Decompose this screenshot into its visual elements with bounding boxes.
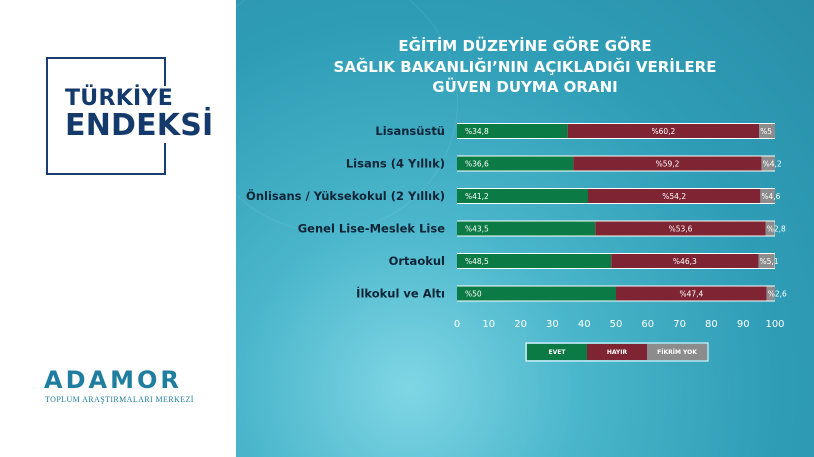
bar-segment-evet	[457, 124, 568, 138]
legend-frame	[525, 342, 709, 362]
legend-swatch	[527, 344, 587, 360]
legend-label: EVET	[549, 349, 567, 356]
adamor-logo: ADAMOR	[44, 366, 182, 394]
bar-segment-hayir	[567, 124, 760, 138]
chart-title-line: SAĞLIK BAKANLIĞI’NIN AÇIKLADIĞI VERİLERE	[333, 57, 717, 76]
data-label: %60,2	[651, 127, 675, 136]
data-label: %48,5	[465, 257, 489, 266]
data-label: %4,2	[763, 160, 782, 169]
legend-label: HAYIR	[607, 349, 628, 356]
data-label: %43,5	[465, 225, 489, 234]
brand-title-line2: ENDEKSİ	[62, 108, 217, 143]
chart-title-line: EĞİTİM DÜZEYİNE GÖRE GÖRE	[398, 37, 652, 55]
category-label: Genel Lise-Meslek Lise	[298, 222, 445, 236]
bar-segment-hayir	[616, 286, 767, 301]
category-label: Lisans (4 Yıllık)	[346, 157, 445, 171]
category-label: Ortaokul	[389, 254, 445, 268]
x-tick-label: 80	[705, 319, 718, 330]
chart-title-line: GÜVEN DUYMA ORANI	[432, 78, 618, 96]
category-label: Lisansüstü	[375, 124, 445, 138]
bar-segment-hayir	[588, 189, 761, 203]
bar-segment-evet	[457, 156, 574, 171]
data-label: %2,6	[768, 290, 787, 299]
legend-label: FİKRİM YOK	[657, 349, 697, 356]
brand-title-line1: TÜRKİYE	[62, 86, 177, 111]
data-label: %47,4	[679, 290, 703, 299]
x-tick-label: 90	[737, 319, 750, 330]
bar-segment-evet	[457, 221, 596, 236]
bar-segment-hayir	[611, 254, 759, 268]
bar-segment-hayir	[595, 221, 766, 236]
bar-segment-evet	[457, 286, 616, 301]
data-label: %2,8	[767, 225, 786, 234]
x-tick-label: 30	[546, 319, 559, 330]
category-label: Önlisans / Yüksekokul (2 Yıllık)	[246, 188, 445, 203]
x-tick-label: 70	[673, 319, 686, 330]
chart-title: EĞİTİM DÜZEYİNE GÖRE GÖRE SAĞLIK BAKANLI…	[236, 36, 814, 98]
bar-segment-evet	[457, 254, 612, 268]
x-tick-label: 50	[610, 319, 623, 330]
data-label: %50	[465, 290, 482, 299]
data-label: %36,6	[465, 160, 489, 169]
bar-segment-fi-kri-m-yok	[761, 156, 775, 171]
bar-segment-fi-kri-m-yok	[758, 254, 775, 268]
data-label: %54,2	[662, 192, 686, 201]
adamor-logo-subtitle: TOPLUM ARAŞTIRMALARI MERKEZİ	[45, 395, 194, 404]
x-tick-label: 20	[514, 319, 527, 330]
legend-swatch	[647, 344, 707, 360]
data-label: %4,6	[761, 192, 780, 201]
bar-segment-fi-kri-m-yok	[765, 221, 775, 236]
data-label: %46,3	[673, 257, 697, 266]
x-tick-label: 60	[641, 319, 654, 330]
bar-segment-fi-kri-m-yok	[766, 286, 775, 301]
x-tick-label: 100	[765, 319, 784, 330]
bar-segment-evet	[457, 189, 589, 203]
x-tick-label: 40	[578, 319, 591, 330]
data-label: %5	[760, 127, 772, 136]
data-label: %5,1	[759, 257, 778, 266]
category-label: İlkokul ve Altı	[356, 286, 445, 301]
bar-segment-hayir	[573, 156, 762, 171]
data-label: %34,8	[465, 127, 489, 136]
x-tick-label: 10	[482, 319, 495, 330]
data-label: %53,6	[669, 225, 693, 234]
data-label: %59,2	[656, 160, 680, 169]
data-label: %41,2	[465, 192, 489, 201]
legend-swatch	[587, 344, 647, 360]
x-tick-label: 0	[454, 319, 460, 330]
bar-segment-fi-kri-m-yok	[759, 124, 775, 138]
bar-segment-fi-kri-m-yok	[760, 189, 775, 203]
